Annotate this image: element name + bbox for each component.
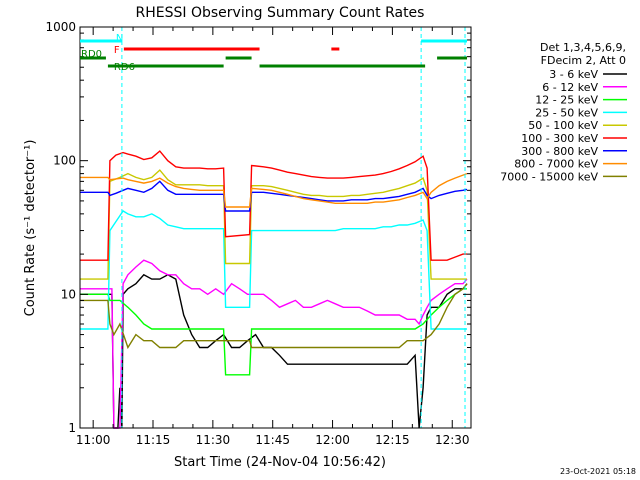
x-tick-label: 12:30 — [435, 433, 470, 447]
timestamp: 23-Oct-2021 05:18 — [560, 467, 636, 476]
x-tick-label: 11:00 — [76, 433, 111, 447]
y-axis-label: Count Rate (s⁻¹ detector⁻¹) — [23, 140, 38, 317]
series-line-3 — [80, 210, 467, 330]
x-tick-label: 11:30 — [196, 433, 231, 447]
legend-header-line-2: FDecim 2, Att 0 — [541, 54, 626, 67]
legend-label: 12 - 25 keV — [535, 94, 598, 107]
legend-label: 7000 - 15000 keV — [500, 170, 598, 183]
flag-label-rd0: RD0 — [81, 49, 102, 60]
legend-label: 25 - 50 keV — [535, 106, 598, 119]
series-line-5 — [80, 150, 467, 261]
legend-label: 6 - 12 keV — [542, 81, 598, 94]
series-line-7 — [80, 172, 468, 208]
y-tick-label: 10 — [61, 287, 76, 301]
x-tick-label: 11:15 — [136, 433, 171, 447]
series-line-6 — [80, 180, 468, 212]
legend-label: 3 - 6 keV — [549, 68, 598, 81]
series-line-2 — [80, 288, 467, 376]
series-line-0 — [80, 273, 468, 429]
flag-label-f: F — [114, 45, 120, 56]
y-tick-label: 1 — [68, 421, 76, 435]
legend-label: 300 - 800 keV — [521, 145, 598, 158]
x-tick-label: 12:00 — [315, 433, 350, 447]
plot-frame — [79, 26, 472, 429]
x-tick-label: 12:15 — [375, 433, 410, 447]
x-tick-label: 11:45 — [255, 433, 290, 447]
series-line-1 — [80, 259, 468, 429]
legend-label: 100 - 300 keV — [521, 132, 598, 145]
legend-label: 50 - 100 keV — [528, 119, 598, 132]
plot-area — [80, 27, 468, 429]
flag-bars: NF RD0 RD6 — [80, 33, 468, 73]
y-tick-label: 100 — [53, 154, 76, 168]
x-axis-label: Start Time (24-Nov-04 10:56:42) — [174, 455, 386, 470]
series-line-4 — [80, 169, 467, 280]
legend: Det 1,3,4,5,6,9, FDecim 2, Att 0 3 - 6 k… — [500, 41, 627, 183]
flag-label-n: N — [116, 33, 123, 44]
flag-label-rd6: RD6 — [114, 62, 135, 73]
chart-title: RHESSI Observing Summary Count Rates — [136, 5, 425, 21]
legend-header-line-1: Det 1,3,4,5,6,9, — [540, 41, 626, 54]
y-tick-label: 1000 — [45, 20, 76, 34]
axis-ticks: 1 10 100 1000 11:00 11:15 11:30 11:45 12:00 12:15… — [45, 20, 471, 447]
legend-label: 800 - 7000 keV — [514, 158, 598, 171]
series-line-8 — [80, 283, 468, 350]
